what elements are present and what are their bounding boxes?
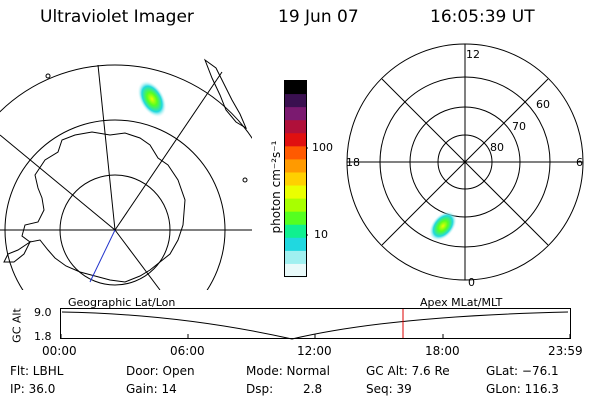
colorbar-frame [284, 80, 307, 277]
status-dsp-label: Dsp: [246, 382, 274, 396]
colorbar-cell [285, 120, 306, 134]
mlat-label-60: 60 [536, 98, 550, 111]
timeline-xtick-1200: 12:00 [297, 344, 332, 358]
mlt-line-diag [381, 78, 549, 246]
meridian-line [114, 71, 223, 231]
colorbar-cell [285, 81, 306, 95]
instrument-title: Ultraviolet Imager [40, 7, 194, 27]
status-ip: IP: 36.0 [10, 382, 56, 396]
mlt-label-0: 0 [468, 276, 475, 289]
timeline-axis-title: GC Alt [10, 308, 24, 343]
altitude-curve [61, 311, 569, 340]
meridian-line [97, 64, 116, 231]
timeline-xtick-0600: 06:00 [170, 344, 205, 358]
mlt-label-6: 6 [576, 156, 583, 169]
status-filter: Flt: LBHL [10, 364, 64, 378]
status-dsp-value: 2.8 [303, 382, 323, 396]
mlat-label-80: 80 [490, 141, 504, 154]
date-label: 19 Jun 07 [278, 7, 359, 27]
polar-plot [346, 43, 584, 281]
mlt-label-12: 12 [466, 48, 480, 61]
time-label: 16:05:39 UT [430, 7, 535, 27]
colorbar-tick-100: 100 [312, 141, 333, 154]
aurora-emission [429, 211, 457, 241]
colorbar-cell [285, 263, 306, 278]
colorbar-cell [285, 94, 306, 108]
lat-circle [0, 64, 252, 140]
status-seq: Seq: 39 [366, 382, 412, 396]
colorbar-cell [285, 224, 306, 239]
meridian-line [0, 134, 116, 231]
colorbar-cell [285, 146, 306, 160]
colorbar-cell [285, 185, 306, 200]
colorbar-cell [285, 198, 306, 213]
status-gc-alt: GC Alt: 7.6 Re [366, 364, 450, 378]
colorbar-cell [285, 107, 306, 121]
colorbar-tick-10: 10 [314, 228, 328, 241]
colorbar-cells [285, 81, 306, 278]
timeline-left-label: Geographic Lat/Lon [68, 296, 176, 309]
timeline-plot [60, 308, 571, 340]
meridian-line [114, 229, 161, 290]
lat-circle [4, 119, 226, 290]
timeline-xtick-1800: 18:00 [425, 344, 460, 358]
timeline-xtick-0000: 00:00 [42, 344, 77, 358]
geographic-map [0, 58, 252, 290]
timeline-right-label: Apex MLat/MLT [420, 296, 503, 309]
status-door: Door: Open [126, 364, 195, 378]
status-mode: Mode: Normal [246, 364, 330, 378]
status-gain: Gain: 14 [126, 382, 177, 396]
timeline-ytick-9: 9.0 [34, 306, 52, 319]
colorbar-cell [285, 133, 306, 147]
antarctica-coastline [21, 131, 186, 283]
sun-direction-line [89, 229, 116, 283]
timeline-ytick-1-8: 1.8 [34, 330, 52, 343]
colorbar-cell [285, 237, 306, 252]
colorbar-cell [285, 250, 306, 265]
colorbar-cell [285, 172, 306, 187]
mlat-label-70: 70 [512, 120, 526, 133]
southern-coastline [203, 58, 248, 130]
island-marker [45, 73, 51, 79]
colorbar-unit-label: photon cm⁻²s⁻¹ [269, 140, 283, 234]
timeline-xtick-2359: 23:59 [548, 344, 583, 358]
colorbar-cell [285, 159, 306, 174]
colorbar-cell [285, 211, 306, 226]
status-glat: GLat: −76.1 [486, 364, 559, 378]
peninsula-coastline [3, 240, 32, 263]
colorbar [284, 80, 308, 278]
timeline-frame [60, 308, 571, 339]
aurora-emission [137, 80, 167, 118]
status-glon: GLon: 116.3 [486, 382, 559, 396]
island-marker [242, 177, 248, 183]
mlt-label-18: 18 [346, 156, 360, 169]
